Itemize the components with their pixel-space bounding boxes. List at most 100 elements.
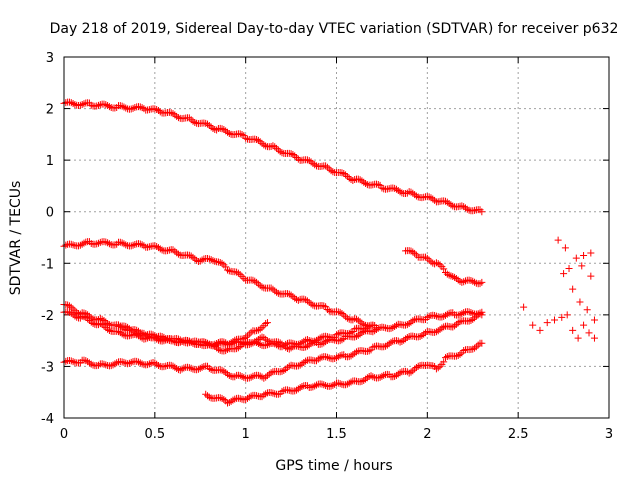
data-point xyxy=(380,343,388,351)
data-point xyxy=(336,352,344,360)
data-point xyxy=(118,358,126,366)
data-point xyxy=(403,334,411,342)
data-point xyxy=(327,167,335,175)
y-tick-label: 1 xyxy=(46,154,54,169)
data-point xyxy=(144,361,152,369)
data-point xyxy=(440,312,448,320)
data-point xyxy=(342,171,350,179)
data-point xyxy=(371,327,379,335)
data-point xyxy=(449,323,457,331)
data-point xyxy=(125,359,133,367)
data-point xyxy=(253,337,261,345)
data-point xyxy=(574,334,582,342)
data-point xyxy=(167,337,175,345)
data-point xyxy=(342,313,350,321)
data-point xyxy=(432,365,440,373)
data-point xyxy=(189,253,197,261)
data-point xyxy=(400,336,408,344)
data-point xyxy=(191,255,199,263)
data-point xyxy=(343,314,351,322)
data-point xyxy=(442,354,449,362)
series-arc-5 xyxy=(60,308,377,351)
data-point xyxy=(471,314,479,322)
data-point xyxy=(138,104,146,112)
data-point xyxy=(333,354,340,362)
data-point xyxy=(138,360,146,368)
data-point xyxy=(467,276,475,284)
data-point xyxy=(407,368,415,376)
data-point xyxy=(120,331,128,339)
data-point xyxy=(365,347,373,355)
data-point xyxy=(256,341,264,349)
data-point xyxy=(233,268,241,276)
data-point xyxy=(258,139,266,147)
data-point xyxy=(378,184,386,192)
data-point xyxy=(307,300,315,308)
data-point xyxy=(169,246,177,254)
data-point xyxy=(95,361,103,369)
data-point xyxy=(405,320,413,328)
data-point xyxy=(113,104,121,112)
data-point xyxy=(240,373,248,381)
data-point xyxy=(392,185,400,193)
data-point xyxy=(127,358,135,366)
data-point xyxy=(120,358,128,366)
data-point xyxy=(469,345,477,353)
data-point xyxy=(382,324,390,332)
data-point xyxy=(422,253,430,261)
data-point xyxy=(394,186,402,194)
data-point xyxy=(120,240,128,248)
x-tick-label: 3 xyxy=(605,427,613,442)
data-point xyxy=(224,399,231,407)
data-point xyxy=(333,331,340,339)
data-point xyxy=(273,288,281,296)
data-point xyxy=(291,387,299,395)
data-point xyxy=(318,340,326,348)
data-point xyxy=(171,363,179,371)
y-tick-label: -2 xyxy=(41,309,54,324)
data-point xyxy=(71,312,79,320)
data-point xyxy=(205,364,213,372)
data-point xyxy=(82,357,90,365)
data-point xyxy=(283,344,291,352)
data-point xyxy=(80,313,88,321)
data-point xyxy=(67,303,75,311)
data-point xyxy=(102,101,110,109)
data-point xyxy=(251,277,259,285)
data-point xyxy=(194,365,202,373)
data-point xyxy=(249,276,257,284)
x-tick-label: 2 xyxy=(423,427,431,442)
data-point xyxy=(274,390,282,398)
data-point xyxy=(87,101,95,109)
data-point xyxy=(478,208,486,216)
data-point xyxy=(478,278,486,286)
data-point xyxy=(276,339,284,347)
data-point xyxy=(258,333,266,341)
data-point xyxy=(403,321,411,329)
data-point xyxy=(185,251,193,259)
data-point xyxy=(234,344,242,352)
data-point xyxy=(185,114,193,122)
data-point xyxy=(124,360,132,368)
data-point xyxy=(95,239,103,247)
data-point xyxy=(343,380,351,388)
data-point xyxy=(269,285,277,293)
data-point xyxy=(158,333,166,341)
data-point xyxy=(334,353,342,361)
data-point xyxy=(111,241,119,249)
data-point xyxy=(211,125,219,133)
data-point xyxy=(325,307,333,315)
data-point xyxy=(443,270,451,278)
data-point xyxy=(389,324,397,332)
data-point xyxy=(204,120,212,128)
data-point xyxy=(411,191,419,199)
data-point xyxy=(565,264,573,272)
data-point xyxy=(171,111,179,119)
data-point xyxy=(82,238,90,246)
data-point xyxy=(296,361,304,369)
data-point xyxy=(120,103,128,111)
data-point xyxy=(164,336,172,344)
data-point xyxy=(214,345,222,353)
data-point xyxy=(76,101,84,109)
data-point xyxy=(187,116,195,124)
